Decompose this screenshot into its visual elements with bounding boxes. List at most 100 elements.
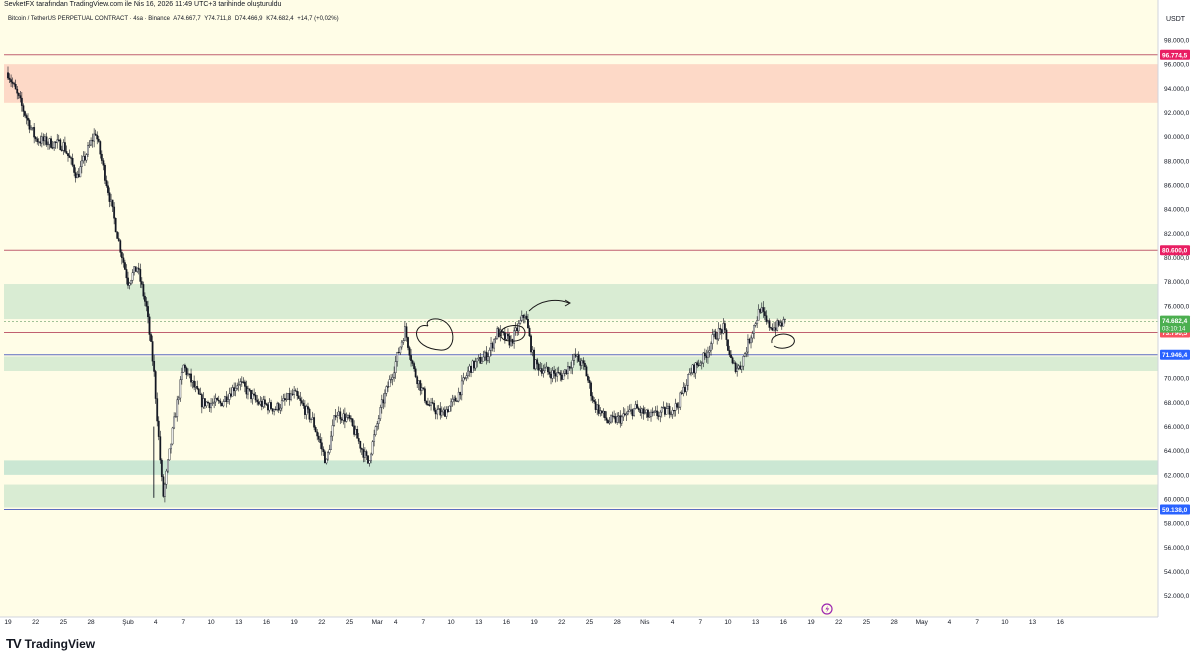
candle-body bbox=[465, 375, 468, 378]
candle-body bbox=[783, 318, 786, 321]
candle-body bbox=[634, 404, 637, 409]
candle-body bbox=[327, 452, 329, 460]
candle-body bbox=[582, 360, 585, 364]
candle-body bbox=[224, 396, 226, 402]
candle-body bbox=[93, 133, 96, 142]
x-tick-label: 16 bbox=[503, 619, 511, 626]
candle-body bbox=[376, 423, 379, 427]
candle-body bbox=[284, 398, 286, 401]
candle-body bbox=[765, 315, 768, 322]
candle-body bbox=[436, 409, 439, 415]
candle-body bbox=[427, 404, 429, 406]
candle-body bbox=[474, 361, 477, 369]
candle-body bbox=[445, 409, 448, 417]
candle-body bbox=[185, 367, 188, 376]
candle-body bbox=[239, 381, 242, 385]
candle-body bbox=[316, 431, 319, 437]
candle-body bbox=[279, 407, 282, 411]
candle-body bbox=[119, 240, 122, 253]
candle-body bbox=[270, 402, 272, 409]
candle-body bbox=[105, 180, 108, 186]
candle-body bbox=[622, 413, 625, 418]
candle-body bbox=[657, 415, 660, 417]
candle-body bbox=[513, 330, 516, 344]
candle-body bbox=[48, 138, 51, 145]
candle-body bbox=[414, 368, 417, 378]
candle-body bbox=[576, 354, 579, 357]
candle-body bbox=[211, 402, 214, 404]
tradingview-logo[interactable]: TV TradingView bbox=[6, 636, 95, 651]
candle-body bbox=[487, 356, 489, 361]
candle-body bbox=[227, 399, 229, 402]
candle-body bbox=[251, 393, 254, 400]
candle-body bbox=[25, 115, 28, 119]
candle-body bbox=[714, 331, 717, 340]
candle-body bbox=[68, 155, 71, 158]
candle-body bbox=[719, 328, 722, 330]
tradingview-brand-name: TradingView bbox=[24, 636, 96, 651]
candle-body bbox=[320, 442, 323, 450]
candle-body bbox=[176, 399, 179, 417]
candle-body bbox=[574, 354, 577, 357]
symbol-name[interactable]: Bitcoin / TetherUS PERPETUAL CONTRACT · … bbox=[8, 16, 170, 22]
y-tick-label: 58.000,0 bbox=[1164, 521, 1190, 528]
candle-body bbox=[354, 429, 357, 435]
candle-body bbox=[451, 399, 454, 403]
y-tick-label: 66.000,0 bbox=[1164, 424, 1190, 431]
candle-body bbox=[97, 138, 100, 142]
candle-body bbox=[116, 231, 119, 239]
candle-body bbox=[245, 386, 248, 395]
candle-body bbox=[157, 420, 160, 437]
candle-body bbox=[47, 143, 49, 146]
candle-body bbox=[45, 136, 48, 145]
ohlc-open: A74.667,7 bbox=[173, 16, 201, 22]
candle-body bbox=[16, 88, 19, 94]
candle-body bbox=[533, 349, 536, 369]
candle-body bbox=[256, 399, 259, 403]
candle-body bbox=[750, 337, 752, 344]
price-tag-label: 59.138,0 bbox=[1162, 507, 1188, 514]
candle-body bbox=[308, 408, 311, 420]
candle-body bbox=[671, 409, 674, 415]
candle-body bbox=[253, 393, 256, 396]
candle-body bbox=[717, 328, 720, 340]
candle-body bbox=[193, 380, 196, 388]
countdown-timer: 03:10:14 bbox=[1162, 327, 1186, 333]
y-tick-label: 56.000,0 bbox=[1164, 545, 1190, 552]
candle-body bbox=[563, 369, 566, 374]
candle-body bbox=[107, 185, 109, 193]
candle-body bbox=[751, 333, 754, 339]
candle-body bbox=[528, 327, 531, 337]
candle-body bbox=[127, 277, 129, 286]
candle-body bbox=[343, 413, 346, 422]
price-tag bbox=[1160, 49, 1190, 60]
candle-body bbox=[590, 382, 592, 397]
candle-body bbox=[314, 427, 317, 433]
candle-body bbox=[696, 362, 699, 366]
lightning-icon[interactable] bbox=[821, 603, 833, 615]
candle-body bbox=[539, 368, 542, 371]
candle-body bbox=[579, 361, 582, 366]
x-tick-label: 7 bbox=[975, 619, 979, 626]
candle-body bbox=[731, 357, 734, 364]
candle-body bbox=[617, 415, 620, 417]
candle-body bbox=[328, 449, 331, 453]
candle-body bbox=[271, 408, 274, 412]
candle-body bbox=[351, 418, 354, 427]
x-tick-label: 16 bbox=[780, 619, 788, 626]
candle-body bbox=[623, 413, 626, 416]
candle-body bbox=[693, 364, 695, 374]
x-tick-label: 19 bbox=[4, 619, 12, 626]
ohlc-change: +14,7 (+0,02%) bbox=[297, 16, 339, 22]
y-tick-label: 90.000,0 bbox=[1164, 134, 1190, 141]
zone-red bbox=[4, 64, 1158, 103]
candle-body bbox=[554, 373, 557, 377]
candle-body bbox=[30, 127, 32, 130]
x-tick-label: 13 bbox=[475, 619, 483, 626]
candle-body bbox=[600, 410, 603, 414]
x-tick-label: 7 bbox=[698, 619, 702, 626]
candle-body bbox=[357, 438, 360, 442]
candle-body bbox=[557, 372, 560, 374]
candle-body bbox=[380, 399, 383, 408]
